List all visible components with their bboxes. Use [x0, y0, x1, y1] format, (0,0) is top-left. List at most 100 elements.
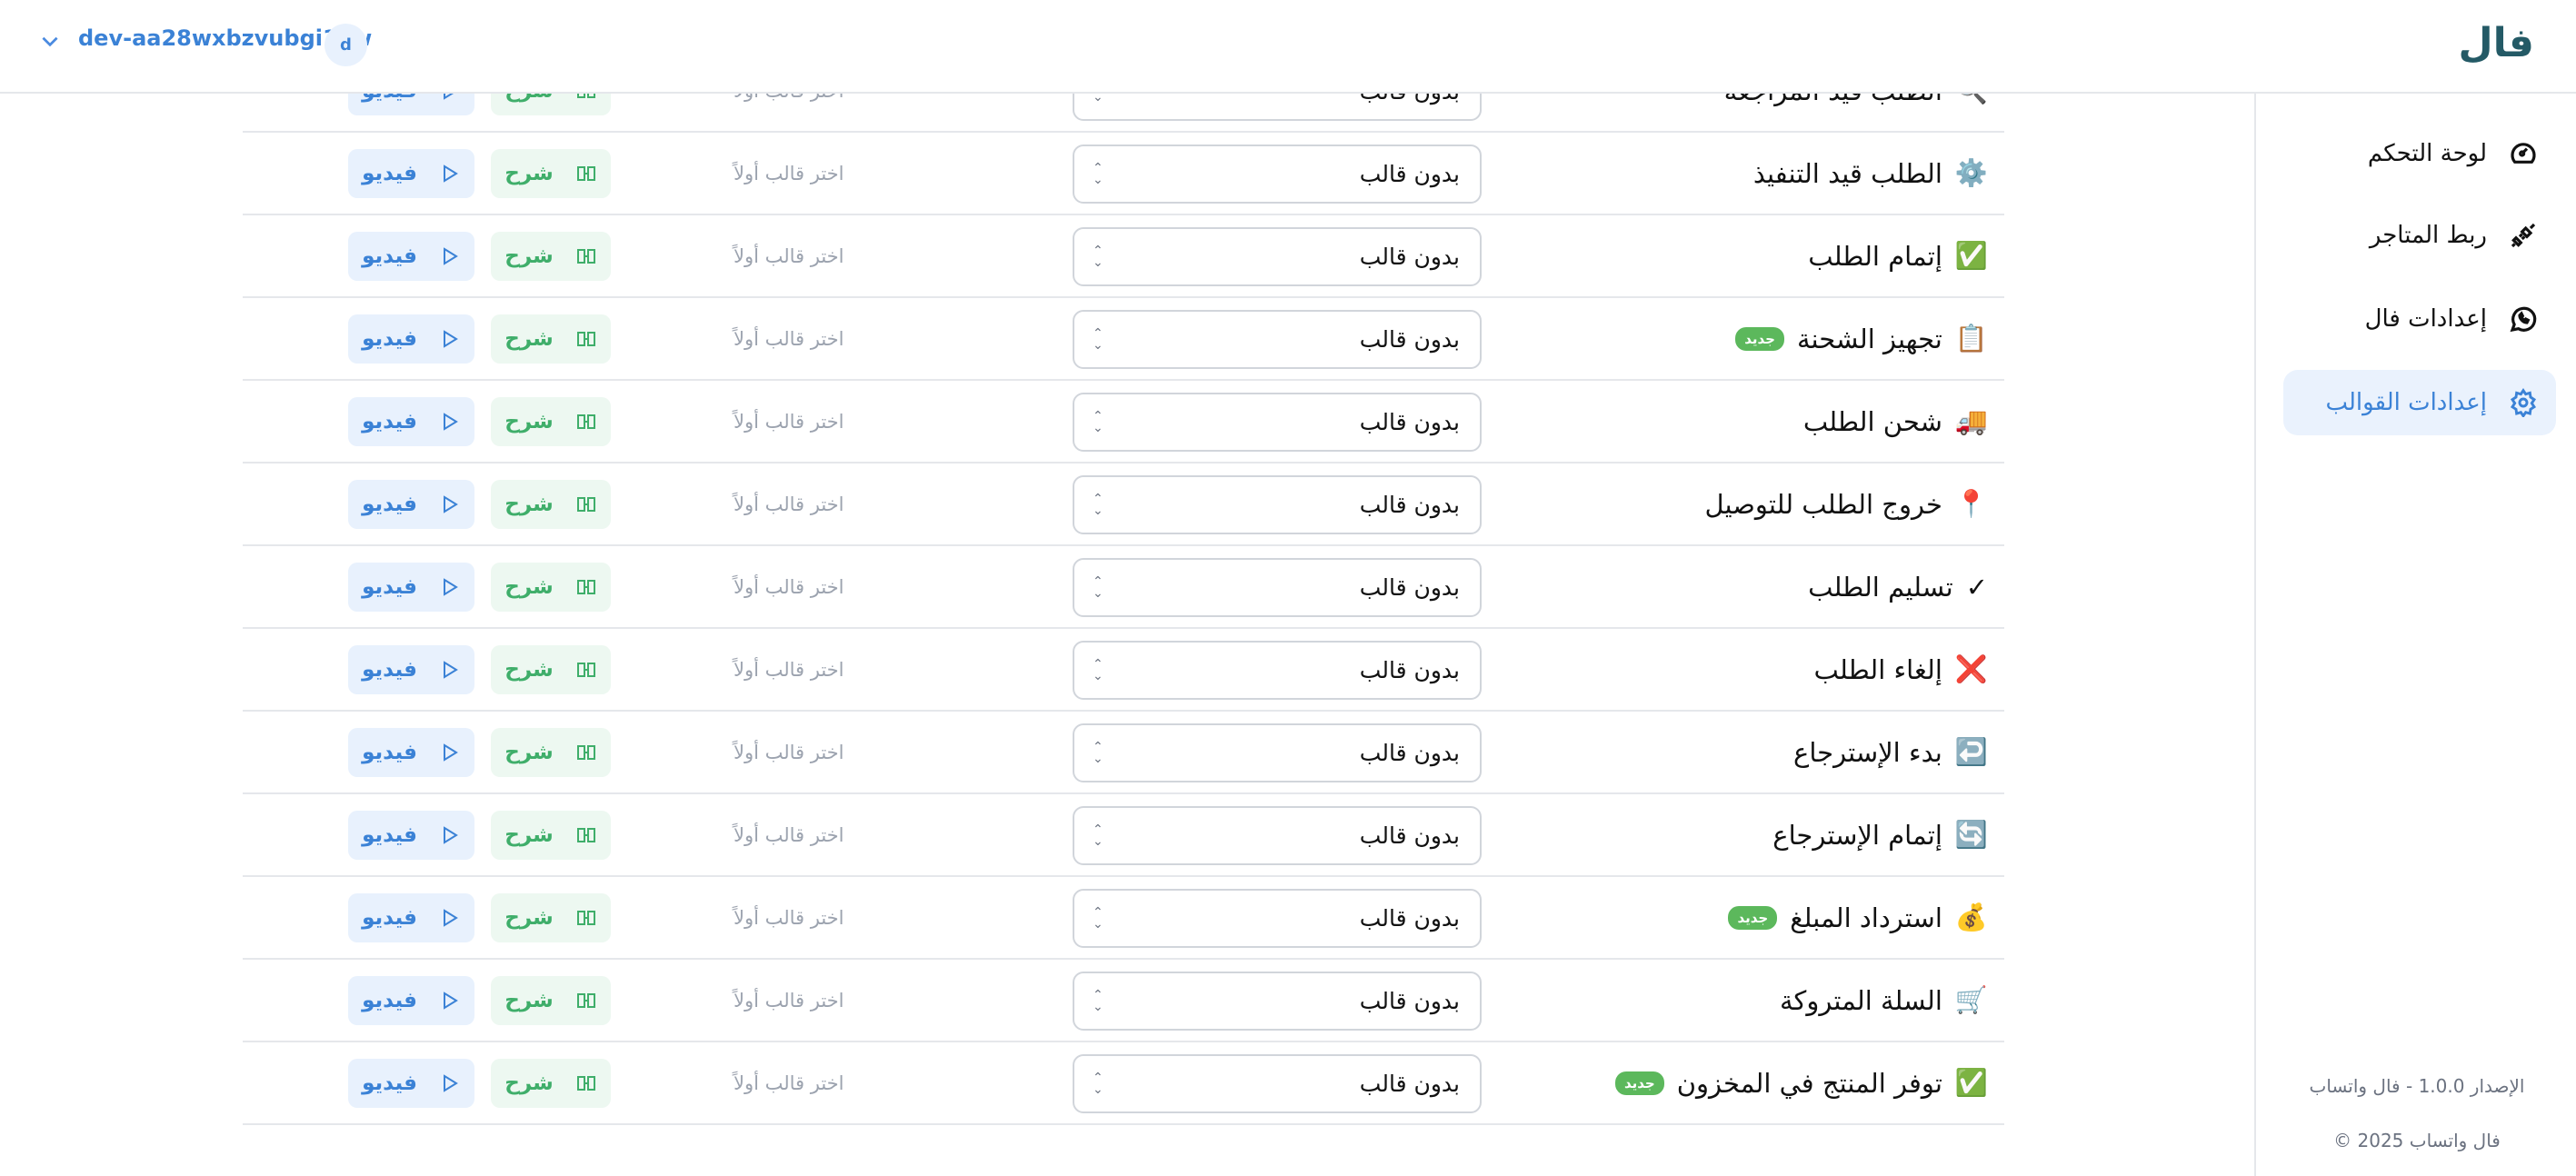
chevron-up-down-icon: ⌃⌄	[1093, 1071, 1103, 1097]
video-label: فيديو	[362, 658, 417, 682]
explain-button[interactable]: شرح	[491, 811, 611, 860]
template-select[interactable]: بدون قالب ⌃⌄	[1073, 641, 1482, 700]
chevron-up-down-icon: ⌃⌄	[1093, 905, 1103, 932]
explain-label: شرح	[504, 1071, 554, 1095]
select-value: بدون قالب	[1359, 905, 1460, 932]
org-switcher[interactable]: dev-aa28wxbzvubgi1xw	[78, 25, 373, 51]
explain-button[interactable]: شرح	[491, 232, 611, 281]
explain-label: شرح	[504, 327, 554, 351]
hint-text: اختر قالب أولاً	[734, 410, 844, 433]
status-emoji-icon: 🚚	[1954, 405, 1988, 436]
select-value: بدون قالب	[1359, 574, 1460, 601]
avatar[interactable]: d	[324, 24, 367, 66]
row-label: ✓ تسليم الطلب	[1808, 546, 1988, 627]
whatsapp-icon	[2510, 306, 2537, 333]
video-label: فيديو	[362, 906, 417, 930]
play-icon	[443, 413, 458, 431]
play-icon	[443, 330, 458, 348]
select-value: بدون قالب	[1359, 492, 1460, 518]
video-button[interactable]: فيديو	[348, 314, 474, 364]
status-name: إتمام الإسترجاع	[1772, 819, 1942, 851]
template-select[interactable]: بدون قالب ⌃⌄	[1073, 806, 1482, 865]
template-select[interactable]: بدون قالب ⌃⌄	[1073, 558, 1482, 617]
sidebar-item-template-settings[interactable]: إعدادات القوالب	[2283, 370, 2556, 435]
explain-button[interactable]: شرح	[491, 397, 611, 446]
video-label: فيديو	[362, 244, 417, 268]
video-button[interactable]: فيديو	[348, 893, 474, 942]
explain-button[interactable]: شرح	[491, 149, 611, 198]
row-label: ❌ إلغاء الطلب	[1814, 629, 1988, 710]
template-select[interactable]: بدون قالب ⌃⌄	[1073, 145, 1482, 204]
status-name: إتمام الطلب	[1808, 240, 1942, 272]
video-button[interactable]: فيديو	[348, 645, 474, 694]
video-button[interactable]: فيديو	[348, 976, 474, 1025]
template-row: 🔄 إتمام الإسترجاع بدون قالب ⌃ ⌄ اختر قالب…	[243, 794, 2004, 877]
sidebar-item-dashboard[interactable]: لوحة التحكم	[2283, 121, 2556, 186]
sidebar-item-stores[interactable]: ربط المتاجر	[2283, 203, 2556, 268]
row-label: 📍 خروج الطلب للتوصيل	[1705, 463, 1988, 544]
play-icon	[443, 992, 458, 1010]
play-icon	[443, 1074, 458, 1092]
chevron-up-down-icon: ⌃⌄	[1093, 244, 1103, 270]
hint-text: اختر قالب أولاً	[734, 493, 844, 515]
explain-label: شرح	[504, 823, 554, 847]
row-label: 🚚 شحن الطلب	[1803, 381, 1988, 462]
template-select[interactable]: بدون قالب ⌃⌄	[1073, 475, 1482, 534]
sidebar-item-fal-settings[interactable]: إعدادات فال	[2283, 286, 2556, 352]
explain-button[interactable]: شرح	[491, 314, 611, 364]
chevron-down-icon[interactable]	[38, 29, 65, 56]
video-button[interactable]: فيديو	[348, 811, 474, 860]
hint-text: اختر قالب أولاً	[734, 658, 844, 681]
video-button[interactable]: فيديو	[348, 232, 474, 281]
select-value: بدون قالب	[1359, 161, 1460, 187]
explain-button[interactable]: شرح	[491, 976, 611, 1025]
explain-label: شرح	[504, 244, 554, 268]
row-label: ✅ توفر المنتج في المخزون جديد	[1614, 1042, 1988, 1123]
template-select[interactable]: بدون قالب ⌃⌄	[1073, 310, 1482, 369]
book-icon	[576, 828, 595, 842]
video-label: فيديو	[362, 741, 417, 764]
template-select[interactable]: بدون قالب ⌃⌄	[1073, 227, 1482, 286]
sidebar-item-label: إعدادات القوالب	[2325, 389, 2487, 416]
status-name: توفر المنتج في المخزون	[1676, 1067, 1942, 1099]
template-select[interactable]: بدون قالب ⌃⌄	[1073, 972, 1482, 1031]
explain-button[interactable]: شرح	[491, 728, 611, 777]
video-button[interactable]: فيديو	[348, 149, 474, 198]
logo: فال	[2458, 20, 2534, 66]
chevron-up-down-icon: ⌃⌄	[1093, 409, 1103, 435]
explain-button[interactable]: شرح	[491, 645, 611, 694]
video-button[interactable]: فيديو	[348, 480, 474, 529]
template-select[interactable]: بدون قالب ⌃⌄	[1073, 393, 1482, 452]
explain-label: شرح	[504, 410, 554, 434]
chevron-up-down-icon: ⌃⌄	[1093, 574, 1103, 601]
play-icon	[443, 164, 458, 183]
status-name: خروج الطلب للتوصيل	[1704, 488, 1942, 520]
select-value: بدون قالب	[1359, 657, 1460, 683]
explain-button[interactable]: شرح	[491, 480, 611, 529]
status-emoji-icon: ✓	[1965, 571, 1988, 603]
status-emoji-icon: 🛒	[1954, 984, 1988, 1015]
status-emoji-icon: ✅	[1954, 1067, 1988, 1098]
template-select[interactable]: بدون قالب ⌃⌄	[1073, 889, 1482, 948]
explain-button[interactable]: شرح	[491, 1059, 611, 1108]
template-row: 💰 استرداد المبلغ جديد بدون قالب ⌃ ⌄ اختر …	[243, 877, 2004, 960]
status-emoji-icon: ❌	[1954, 653, 1988, 684]
status-name: السلة المتروكة	[1779, 984, 1942, 1016]
status-emoji-icon: 🔄	[1954, 819, 1988, 850]
template-select[interactable]: بدون قالب ⌃⌄	[1073, 723, 1482, 782]
explain-button[interactable]: شرح	[491, 563, 611, 612]
video-button[interactable]: فيديو	[348, 563, 474, 612]
video-label: فيديو	[362, 493, 417, 516]
explain-button[interactable]: شرح	[491, 893, 611, 942]
version-text: الإصدار 1.0.0 - فال واتساب	[2309, 1075, 2525, 1097]
explain-label: شرح	[504, 575, 554, 599]
template-select[interactable]: بدون قالب ⌃⌄	[1073, 1054, 1482, 1113]
video-button[interactable]: فيديو	[348, 397, 474, 446]
video-button[interactable]: فيديو	[348, 1059, 474, 1108]
play-icon	[443, 247, 458, 265]
hint-text: اختر قالب أولاً	[734, 906, 844, 929]
video-button[interactable]: فيديو	[348, 728, 474, 777]
book-icon	[576, 663, 595, 677]
template-row: 📋 تجهيز الشحنة جديد بدون قالب ⌃ ⌄ اختر قا…	[243, 298, 2004, 381]
status-name: شحن الطلب	[1802, 405, 1942, 437]
